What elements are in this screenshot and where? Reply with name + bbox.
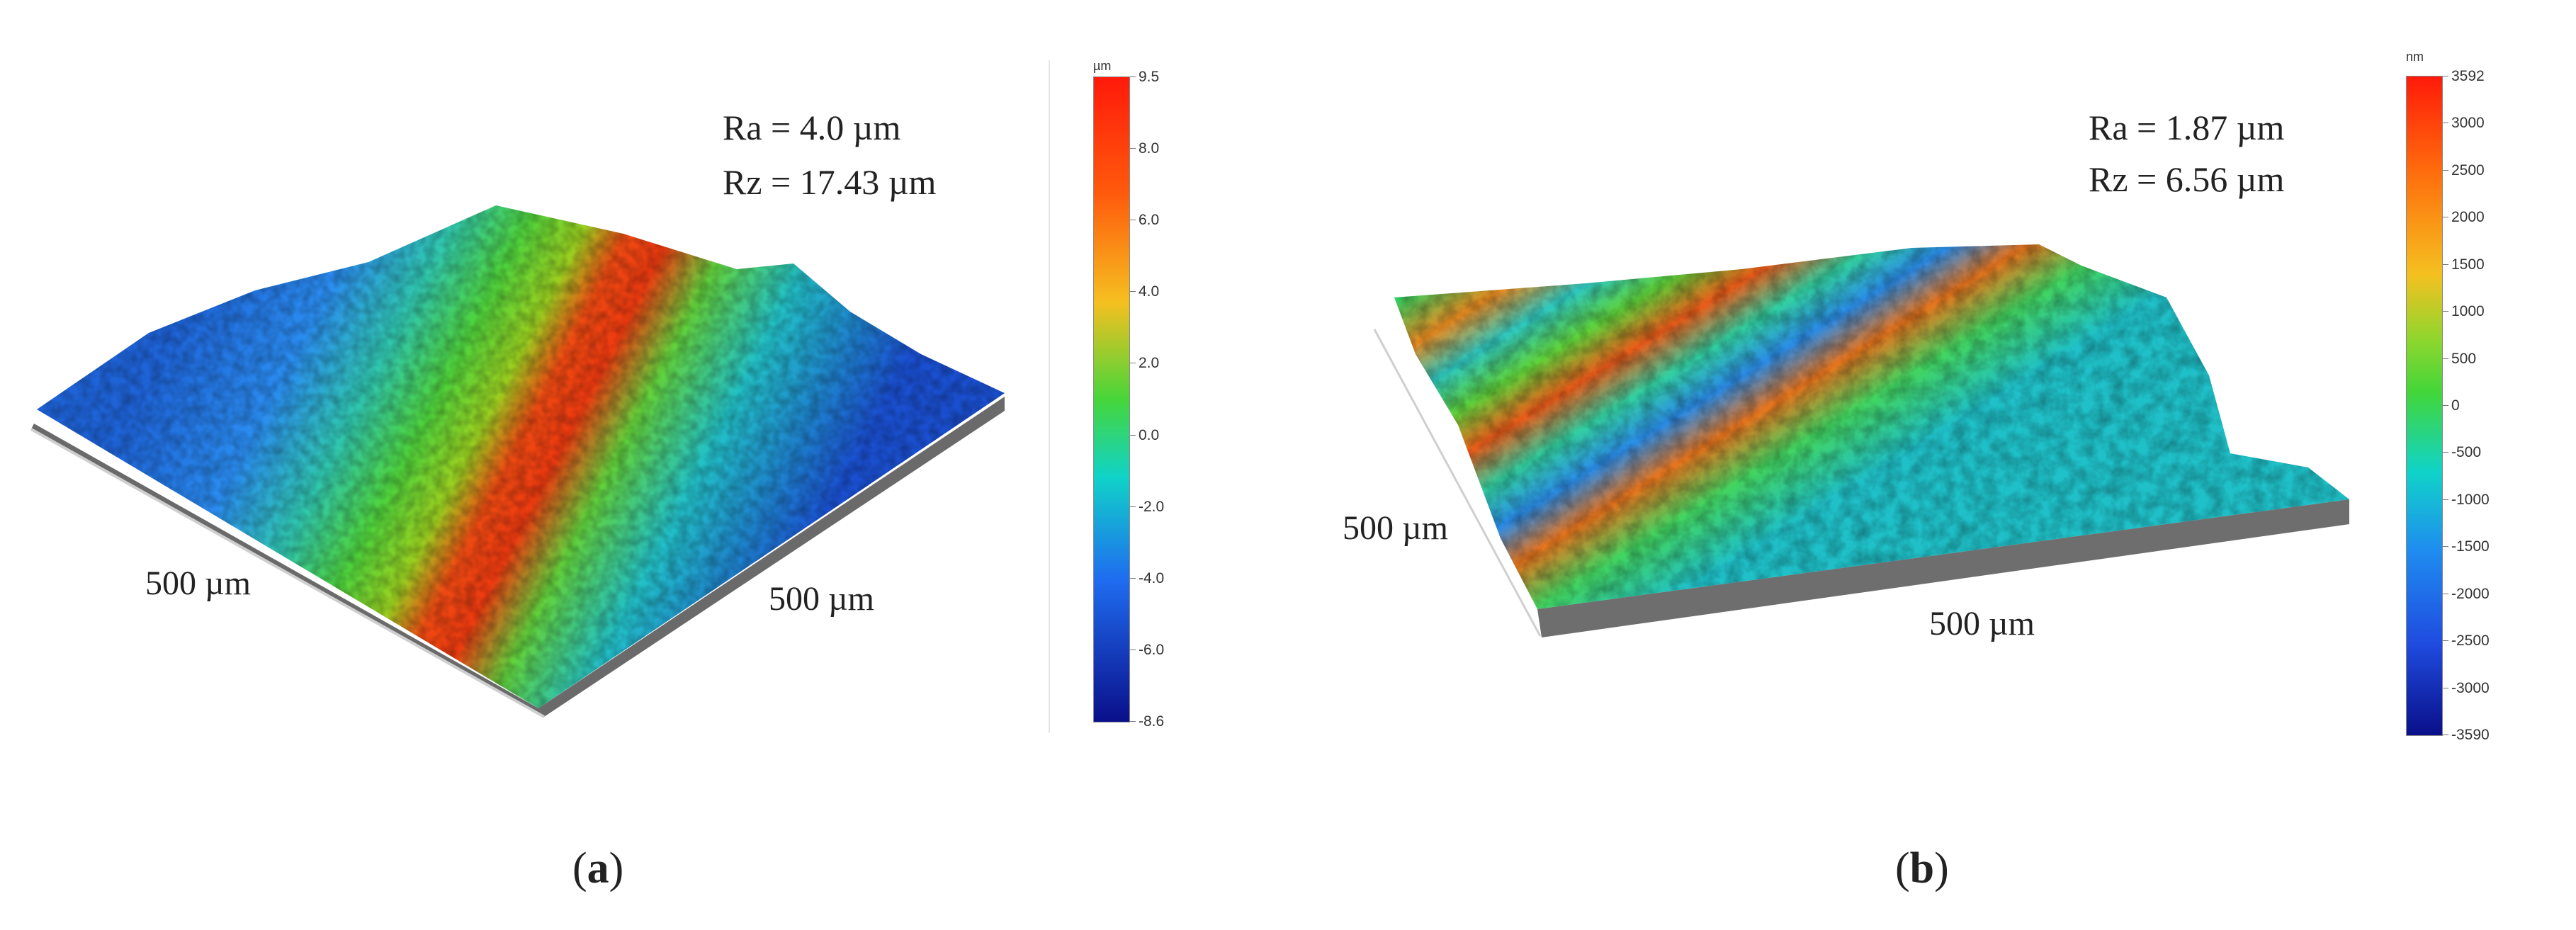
colorbar-tickmark xyxy=(2443,499,2448,500)
colorbar-tick-label: -4.0 xyxy=(1139,569,1165,586)
colorbar-tickmark xyxy=(2443,358,2448,359)
colorbar-tickmark xyxy=(1130,506,1136,507)
colorbar-tick-label: -2500 xyxy=(2451,633,2490,650)
colorbar-tick-label: 2500 xyxy=(2451,161,2485,178)
dimension-label-a-right: 500 µm xyxy=(769,580,874,618)
colorbar-tick-label: 6.0 xyxy=(1139,212,1160,229)
colorbar-tick-label: 0.0 xyxy=(1139,426,1160,443)
colorbar-tick-label: -1000 xyxy=(2451,491,2490,508)
surface-base-b xyxy=(1537,499,2349,637)
surface-plot-a xyxy=(30,205,1005,718)
colorbar-tickmark xyxy=(1130,291,1136,293)
colorbar-tick-label: -500 xyxy=(2451,444,2482,461)
colorbar-tick-label: 3000 xyxy=(2451,115,2485,132)
colorbar-tick-label: 4.0 xyxy=(1139,283,1160,300)
colorbar-tickmark xyxy=(2443,546,2448,548)
colorbar-tickmark xyxy=(1130,434,1136,436)
colorbar-b xyxy=(2406,76,2443,736)
dimension-label-b-left: 500 µm xyxy=(1343,509,1448,547)
colorbar-tickmark xyxy=(1130,76,1136,77)
caption-b: (b) xyxy=(1895,844,1949,892)
dimension-label-b-bottom: 500 µm xyxy=(1929,605,2035,642)
colorbar-tick-label: -1500 xyxy=(2451,538,2490,555)
colorbar-tick-label: 500 xyxy=(2451,350,2477,367)
colorbar-tickmark xyxy=(1130,721,1136,722)
colorbar-tick-label: -8.6 xyxy=(1139,713,1165,730)
rz-value-a: Rz = 17.43 µm xyxy=(723,162,937,202)
colorbar-tick-label: -2000 xyxy=(2451,585,2490,602)
ra-value-a: Ra = 4.0 µm xyxy=(723,108,901,147)
colorbar-tickmark xyxy=(2443,405,2448,406)
surface-plot-b xyxy=(1373,244,2349,637)
colorbar-tick-label: 2000 xyxy=(2451,209,2485,226)
colorbar-tick-label: -3590 xyxy=(2451,727,2490,743)
colorbar-tick-label: 8.0 xyxy=(1139,140,1160,157)
baseline-a xyxy=(30,428,545,718)
panel-b: Ra = 1.87 µm Rz = 6.56 µm 500 µm 500 µm … xyxy=(1288,0,2576,930)
colorbar-tickmark xyxy=(1130,148,1136,149)
rz-value-b: Rz = 6.56 µm xyxy=(2089,159,2285,199)
colorbar-unit-b: nm xyxy=(2406,50,2424,64)
colorbar-tick-label: 0 xyxy=(2451,397,2460,414)
baseline-b xyxy=(1373,329,1542,637)
colorbar-tick-label: 1500 xyxy=(2451,256,2485,273)
panel-a: Ra = 4.0 µm Rz = 17.43 µm 500 µm 500 µm … xyxy=(30,59,1165,892)
colorbar-tick-label: 9.5 xyxy=(1139,69,1160,85)
colorbar-unit-a: µm xyxy=(1093,59,1112,73)
colorbar-tick-label: -6.0 xyxy=(1139,641,1165,658)
ra-value-b: Ra = 1.87 µm xyxy=(2089,108,2285,147)
colorbar-tickmark xyxy=(2443,263,2448,265)
plot-frame-a xyxy=(1049,60,1050,733)
colorbar-tickmark xyxy=(2443,311,2448,312)
colorbar-tick-label: -2.0 xyxy=(1139,498,1165,515)
caption-a: (a) xyxy=(572,844,624,892)
colorbar-tick-label: -3000 xyxy=(2451,679,2490,696)
colorbar-tickmark xyxy=(2443,169,2448,171)
colorbar-a xyxy=(1093,76,1130,722)
dimension-label-a-left: 500 µm xyxy=(145,565,251,602)
caption-letter-a: a xyxy=(587,844,609,892)
colorbar-tick-label: 1000 xyxy=(2451,303,2485,320)
colorbar-tick-label: 2.0 xyxy=(1139,355,1160,372)
colorbar-tickmark xyxy=(2443,452,2448,453)
colorbar-tickmark xyxy=(1130,577,1136,579)
colorbar-tickmark xyxy=(2443,640,2448,642)
colorbar-tick-label: 3592 xyxy=(2451,68,2485,84)
caption-letter-b: b xyxy=(1909,844,1935,892)
